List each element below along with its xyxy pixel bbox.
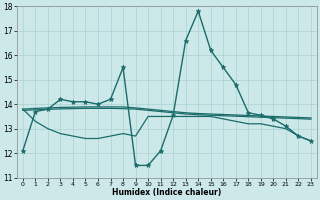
- X-axis label: Humidex (Indice chaleur): Humidex (Indice chaleur): [112, 188, 221, 197]
